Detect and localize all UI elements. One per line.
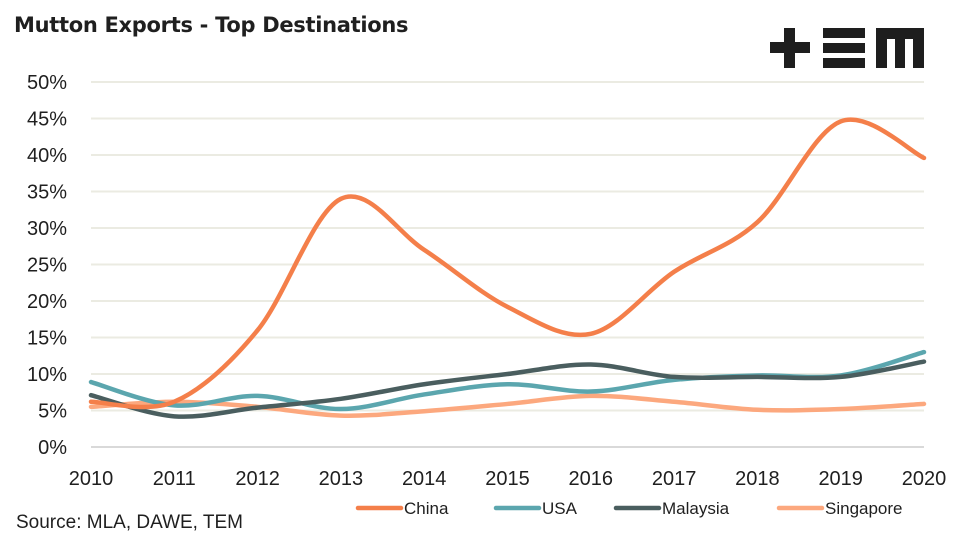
x-tick-label: 2020 [902, 468, 947, 490]
series-line-malaysia [88, 359, 927, 419]
tem-logo [770, 28, 924, 68]
x-tick-label: 2016 [569, 468, 614, 490]
series-line-china [88, 117, 927, 410]
x-axis-ticks: 2010 2011 2012 2013 2014 2015 2016 2017 2018 2019… [69, 468, 947, 490]
series-lines [88, 117, 927, 419]
legend-item-singapore: Singapore [776, 499, 903, 518]
y-axis-ticks: 0% 5% 10% 15% 20% 25% 30% 35% 40% 45% 50% [27, 72, 67, 459]
y-tick-label: 10% [27, 364, 67, 386]
y-tick-label: 50% [27, 72, 67, 94]
x-tick-label: 2013 [319, 468, 364, 490]
logo-e-top [823, 28, 865, 38]
legend-item-china: China [355, 499, 449, 518]
y-tick-label: 20% [27, 291, 67, 313]
y-tick-label: 45% [27, 109, 67, 131]
logo-m-right [913, 28, 924, 68]
x-tick-label: 2019 [818, 468, 863, 490]
legend-label: Malaysia [662, 499, 730, 518]
legend-label: Singapore [825, 499, 903, 518]
logo-e-middle [823, 43, 865, 53]
x-tick-label: 2010 [69, 468, 114, 490]
legend-label: China [404, 499, 449, 518]
y-tick-label: 15% [27, 328, 67, 350]
y-tick-label: 0% [38, 437, 67, 459]
legend-label: USA [542, 499, 578, 518]
x-tick-label: 2017 [652, 468, 697, 490]
x-tick-label: 2015 [485, 468, 530, 490]
logo-m-left [876, 28, 887, 68]
source-note: Source: MLA, DAWE, TEM [16, 512, 243, 533]
series-line-singapore [88, 393, 927, 418]
chart-title: Mutton Exports - Top Destinations [14, 13, 409, 37]
x-tick-label: 2018 [735, 468, 780, 490]
logo-m-middle [895, 28, 905, 68]
y-tick-label: 40% [27, 145, 67, 167]
x-tick-label: 2014 [402, 468, 447, 490]
y-tick-label: 35% [27, 182, 67, 204]
x-tick-label: 2011 [153, 468, 196, 490]
y-tick-label: 30% [27, 218, 67, 240]
legend-item-usa: USA [493, 499, 578, 518]
legend: China USA Malaysia Singapore [355, 499, 903, 518]
series-line-usa [88, 349, 927, 412]
gridlines [91, 81, 924, 448]
legend-item-malaysia: Malaysia [613, 499, 730, 518]
y-tick-label: 5% [38, 401, 67, 423]
y-tick-label: 25% [27, 255, 67, 277]
logo-e-bottom [823, 58, 865, 68]
logo-plus-vertical [784, 28, 795, 68]
x-tick-label: 2012 [235, 468, 280, 490]
